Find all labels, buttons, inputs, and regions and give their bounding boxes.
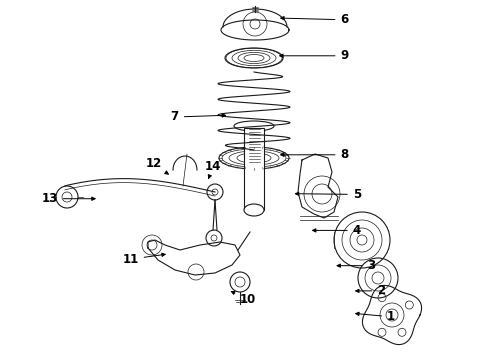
- Ellipse shape: [234, 121, 274, 131]
- Text: 1: 1: [356, 310, 395, 323]
- Text: 4: 4: [313, 224, 361, 237]
- Bar: [244, 128, 264, 210]
- Ellipse shape: [244, 204, 264, 216]
- Text: 9: 9: [280, 49, 349, 62]
- Text: 5: 5: [295, 188, 361, 201]
- Bar: [250, 126, 258, 164]
- Text: 7: 7: [171, 111, 225, 123]
- Text: 10: 10: [231, 291, 256, 306]
- Text: 13: 13: [42, 192, 95, 205]
- Text: 3: 3: [337, 259, 376, 272]
- Text: 12: 12: [146, 157, 169, 174]
- Text: 8: 8: [281, 148, 349, 161]
- Text: 2: 2: [356, 284, 386, 297]
- Text: 6: 6: [281, 13, 349, 26]
- Text: 14: 14: [205, 160, 221, 179]
- Text: 11: 11: [122, 253, 165, 266]
